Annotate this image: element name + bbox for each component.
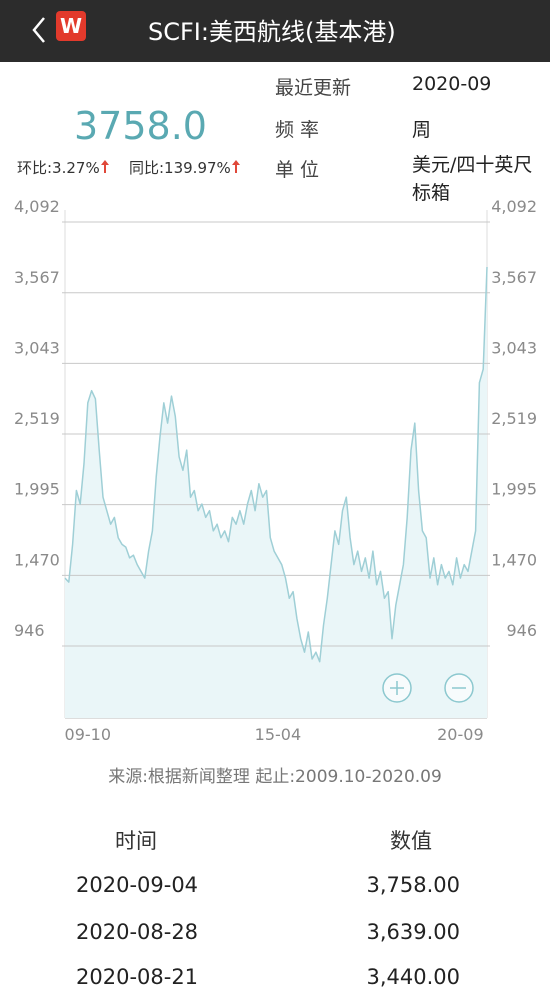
info-label: 单 位 [275, 159, 320, 181]
y-tick-label: 1,995 [14, 480, 60, 499]
mom-change: 环比:3.27% [17, 157, 110, 178]
y-tick-label: 2,519 [14, 409, 60, 428]
top-bar: W SCFI:美西航线(基本港) [0, 0, 550, 62]
row-value: 3,758.00 [366, 873, 460, 897]
info-value: 美元/四十英尺标箱 [412, 154, 533, 204]
info-label: 最近更新 [275, 77, 352, 99]
y-tick-label-right: 1,470 [491, 550, 537, 569]
latest-value: 3758.0 [74, 104, 207, 148]
zoom-plus[interactable] [382, 673, 412, 703]
yoy-text: 同比:139.97% [129, 159, 231, 177]
y-tick-label: 3,043 [14, 338, 60, 357]
row-date: 2020-08-28 [76, 920, 199, 944]
row-value: 3,639.00 [366, 920, 460, 944]
y-tick-label: 3,567 [14, 268, 60, 287]
y-tick-label: 4,092 [14, 197, 60, 216]
row-date: 2020-09-04 [76, 873, 199, 897]
info-value: 2020-09 [412, 73, 492, 95]
y-tick-label-right: 2,519 [491, 409, 537, 428]
page-title: SCFI:美西航线(基本港) [148, 18, 396, 46]
y-tick-label-right: 1,995 [491, 480, 537, 499]
zoom-minus[interactable] [444, 673, 474, 703]
back-button[interactable] [22, 0, 62, 62]
line [64, 266, 488, 663]
y-tick-label: 1,470 [14, 550, 60, 569]
column-header: 时间 [115, 829, 157, 853]
area [65, 267, 487, 718]
x-tick-label: 15-04 [255, 725, 302, 744]
y-tick-label-right: 3,043 [491, 338, 537, 357]
info-value: 周 [412, 119, 432, 141]
row-value: 3,440.00 [366, 965, 460, 989]
column-header: 数值 [390, 829, 432, 853]
mom-text: 环比:3.27% [17, 159, 100, 177]
up-arrow [100, 160, 109, 173]
source-note: 来源:根据新闻整理 起止:2009.10-2020.09 [108, 767, 442, 787]
x-tick-label: 09-10 [65, 725, 112, 744]
row-date: 2020-08-21 [76, 965, 199, 989]
up-arrow [231, 160, 240, 173]
chart: 946 946 1,470 1,470 1,995 1,995 2,519 2,519 3,04… [14, 197, 537, 744]
y-tick-label-right: 3,567 [491, 268, 537, 287]
app-logo: W [56, 11, 86, 41]
y-tick-label-right: 4,092 [491, 197, 537, 216]
y-tick-label-right: 946 [506, 621, 537, 640]
yoy-change: 同比:139.97% [129, 157, 241, 178]
y-tick-label: 946 [14, 621, 45, 640]
info-label: 频 率 [275, 119, 320, 141]
x-tick-label: 20-09 [437, 725, 484, 744]
